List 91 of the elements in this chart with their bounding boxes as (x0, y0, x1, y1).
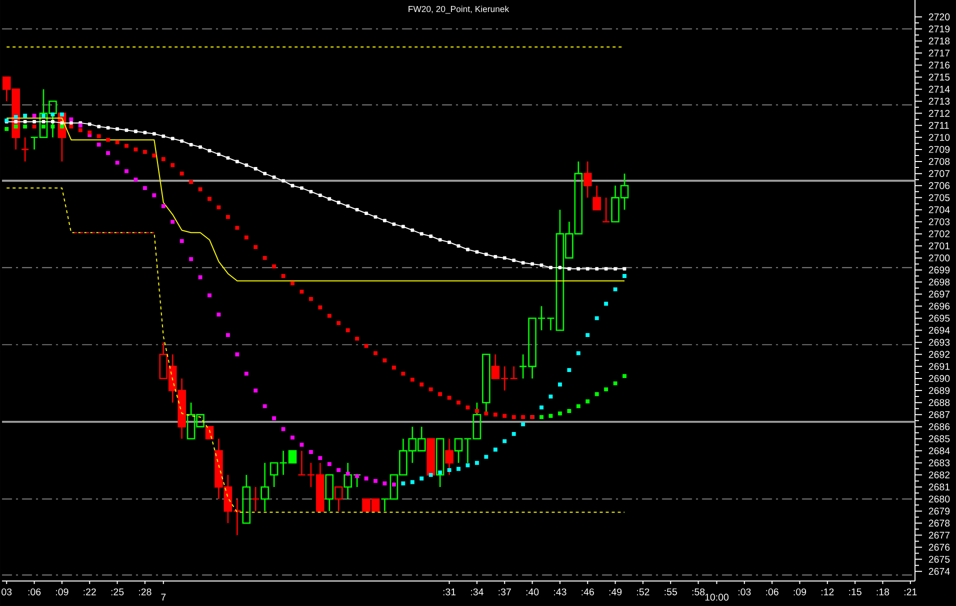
y-tick-label: 2719 (928, 25, 950, 32)
x-tick-label: 7 (161, 594, 166, 600)
y-tick-label: 2685 (928, 435, 950, 442)
text: FW20, 20_Point, Kierunek (408, 6, 510, 14)
x-tick-label: :46 (582, 588, 594, 596)
x-tick-label: :06 (766, 588, 778, 596)
y-tick-label: 2676 (928, 544, 950, 551)
y-tick-label: 2687 (928, 411, 950, 418)
y-tick-label: 2677 (928, 532, 950, 539)
y-tick-label: 2688 (928, 399, 950, 406)
candlestick (592, 184, 601, 210)
y-tick-label: 2703 (928, 218, 950, 226)
candlestick (445, 438, 454, 476)
y-tick-label: 2705 (928, 194, 950, 202)
x-tick-label: :52 (637, 588, 650, 596)
candlestick (260, 462, 269, 512)
x-tick-label: :55 (664, 588, 677, 596)
x-tick-label: :40 (526, 588, 539, 596)
x-tick-label: :25 (111, 588, 124, 596)
y-tick-label: 2689 (928, 387, 950, 394)
x-tick-label: :37 (498, 588, 511, 596)
y-tick-label: 2712 (928, 110, 950, 117)
y-tick-label: 2691 (928, 362, 950, 370)
candlestick (472, 402, 482, 440)
candlestick (602, 197, 610, 222)
y-tick-label: 2674 (928, 568, 950, 575)
y-tick-label: 2701 (928, 242, 950, 250)
y-tick-label: 2711 (928, 122, 949, 129)
x-tick-label: :31 (443, 588, 456, 596)
y-tick-label: 2716 (928, 62, 950, 69)
x-tick-label: :09 (794, 588, 806, 596)
y-tick-label: 2675 (928, 556, 950, 563)
x-tick-label: :03 (738, 588, 751, 596)
y-tick-label: 2700 (928, 254, 950, 262)
y-tick-label: 2714 (928, 86, 950, 93)
candlestick (298, 450, 306, 476)
y-tick-label: 2704 (928, 206, 950, 214)
x-tick-label: :21 (904, 588, 917, 596)
candlestick (325, 474, 334, 512)
y-tick-label: 2713 (928, 98, 950, 105)
candlestick (510, 366, 518, 380)
x-tick-label: 10:00 (705, 594, 729, 601)
y-tick-label: 2692 (928, 350, 950, 358)
y-tick-label: 2695 (928, 314, 950, 322)
candlestick (380, 498, 389, 512)
candlestick (20, 136, 30, 162)
x-tick-label: :06 (28, 588, 41, 596)
x-tick-label: :28 (139, 588, 152, 596)
y-tick-label: 2698 (928, 278, 950, 286)
y-tick-label: 2682 (928, 471, 950, 478)
x-tick-label: :34 (471, 588, 484, 596)
x-tick-label: :58 (692, 588, 705, 596)
x-tick-label: :09 (56, 588, 68, 596)
y-tick-label: 2715 (928, 74, 950, 81)
y-tick-label: 2694 (928, 326, 950, 334)
candlestick (251, 486, 260, 512)
candlestick (270, 462, 278, 488)
candlestick (426, 438, 435, 476)
y-tick-label: 2699 (928, 266, 950, 274)
y-tick-label: 2718 (928, 38, 950, 44)
y-tick-label: 2717 (928, 50, 950, 56)
y-tick-label: 2679 (928, 508, 950, 515)
y-tick-label: 2710 (928, 134, 950, 141)
candlestick (334, 486, 343, 512)
candlestick (583, 160, 592, 198)
y-tick-label: 2706 (928, 182, 950, 190)
y-tick-label: 2720 (928, 13, 950, 20)
candlestick (546, 318, 555, 331)
x-tick-label: :22 (84, 588, 96, 596)
y-tick-label: 2697 (928, 290, 950, 298)
x-tick-label: 03 (2, 588, 12, 596)
y-tick-label: 2678 (928, 520, 950, 527)
y-tick-label: 2681 (928, 484, 950, 490)
candlestick (436, 438, 444, 488)
y-tick-label: 2702 (928, 230, 950, 238)
x-tick-label: :12 (822, 588, 834, 596)
x-tick-label: :15 (849, 588, 862, 596)
y-tick-label: 2708 (928, 158, 950, 165)
y-tick-label: 2680 (928, 496, 950, 502)
y-tick-label: 2709 (928, 146, 950, 153)
y-tick-label: 2683 (928, 459, 950, 466)
y-tick-label: 2690 (928, 375, 950, 382)
y-tick-label: 2686 (928, 423, 950, 430)
x-tick-label: :18 (876, 588, 890, 596)
y-tick-label: 2707 (928, 170, 950, 178)
x-tick-label: :43 (554, 588, 566, 596)
y-tick-label: 2693 (928, 338, 950, 346)
candlestick (242, 474, 251, 524)
x-tick-label: :49 (609, 588, 622, 596)
y-tick-label: 2696 (928, 302, 950, 310)
y-tick-label: 2684 (928, 447, 950, 454)
